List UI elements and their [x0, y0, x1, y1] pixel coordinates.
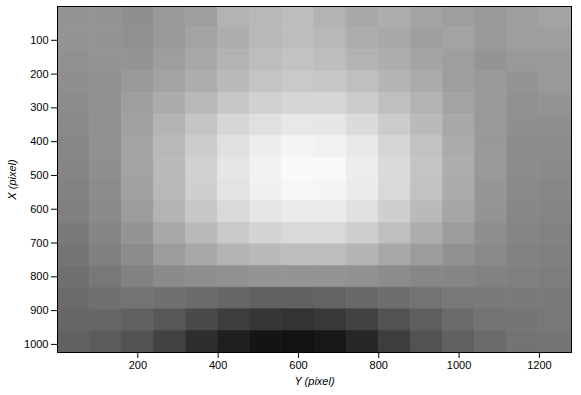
- svg-text:Y (pixel): Y (pixel): [294, 375, 334, 387]
- svg-text:1000: 1000: [447, 359, 471, 371]
- svg-text:100: 100: [30, 34, 48, 46]
- svg-text:500: 500: [30, 169, 48, 181]
- svg-text:800: 800: [370, 359, 388, 371]
- svg-text:200: 200: [129, 359, 147, 371]
- svg-text:600: 600: [289, 359, 307, 371]
- svg-text:600: 600: [30, 203, 48, 215]
- svg-text:900: 900: [30, 304, 48, 316]
- svg-text:200: 200: [30, 68, 48, 80]
- svg-text:1000: 1000: [24, 338, 48, 350]
- svg-text:800: 800: [30, 270, 48, 282]
- svg-text:700: 700: [30, 237, 48, 249]
- svg-text:400: 400: [30, 135, 48, 147]
- svg-text:X (pixel): X (pixel): [6, 159, 18, 201]
- svg-text:1200: 1200: [527, 359, 551, 371]
- svg-text:300: 300: [30, 101, 48, 113]
- svg-text:400: 400: [209, 359, 227, 371]
